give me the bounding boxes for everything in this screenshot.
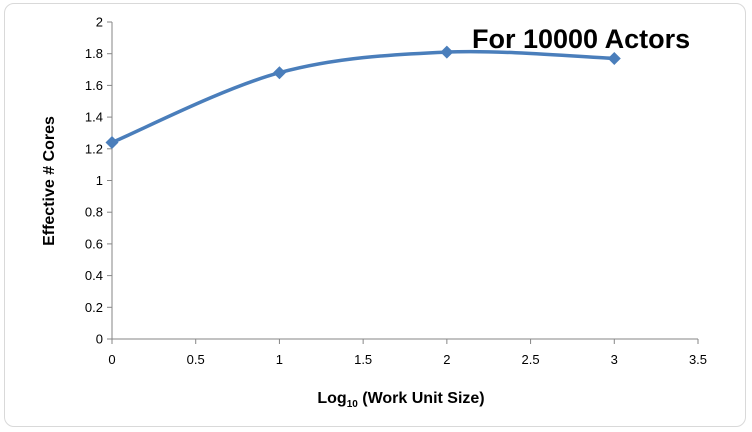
x-tick-label: 1.5 [354,352,372,367]
chart-frame [4,3,746,427]
data-point-marker [440,45,454,59]
x-tick-label: 1 [276,352,283,367]
x-axis-title-main: Log [317,390,346,407]
y-tick-label: 1.6 [85,78,103,93]
y-axis-ticks: 0 0.2 0.4 0.6 0.8 1 1.2 1.4 1.6 1.8 2 [85,15,112,347]
data-point-marker [105,135,119,149]
x-axis-title-rest: (Work Unit Size) [358,390,485,407]
chart-title: For 10000 Actors [472,24,690,54]
x-tick-label: 0.5 [187,352,205,367]
x-axis-title-subscript: 10 [347,399,359,410]
y-tick-label: 1 [96,173,103,188]
data-point-marker [272,66,286,80]
y-tick-label: 1.8 [85,46,103,61]
y-tick-label: 2 [96,15,103,30]
x-tick-label: 3 [611,352,618,367]
x-tick-label: 2.5 [522,352,540,367]
x-axis-ticks: 0 0.5 1 1.5 2 2.5 3 3.5 [108,339,707,367]
y-axis-title: Effective # Cores [41,116,58,246]
y-tick-label: 1.4 [85,110,103,125]
series-line [110,49,617,145]
y-tick-label: 0.2 [85,300,103,315]
y-tick-label: 0.6 [85,236,103,251]
x-tick-label: 2 [443,352,450,367]
y-tick-label: 1.2 [85,141,103,156]
y-tick-label: 0.8 [85,205,103,220]
y-tick-label: 0.4 [85,268,103,283]
y-tick-label: 0 [96,332,103,347]
data-point-marker [607,51,621,65]
x-tick-label: 3.5 [689,352,707,367]
series-group [105,45,621,149]
x-tick-label: 0 [108,352,115,367]
x-axis-title: Log10 (Work Unit Size) [317,390,484,410]
